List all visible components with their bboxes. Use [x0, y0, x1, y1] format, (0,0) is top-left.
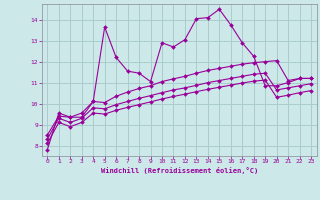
X-axis label: Windchill (Refroidissement éolien,°C): Windchill (Refroidissement éolien,°C): [100, 167, 258, 174]
